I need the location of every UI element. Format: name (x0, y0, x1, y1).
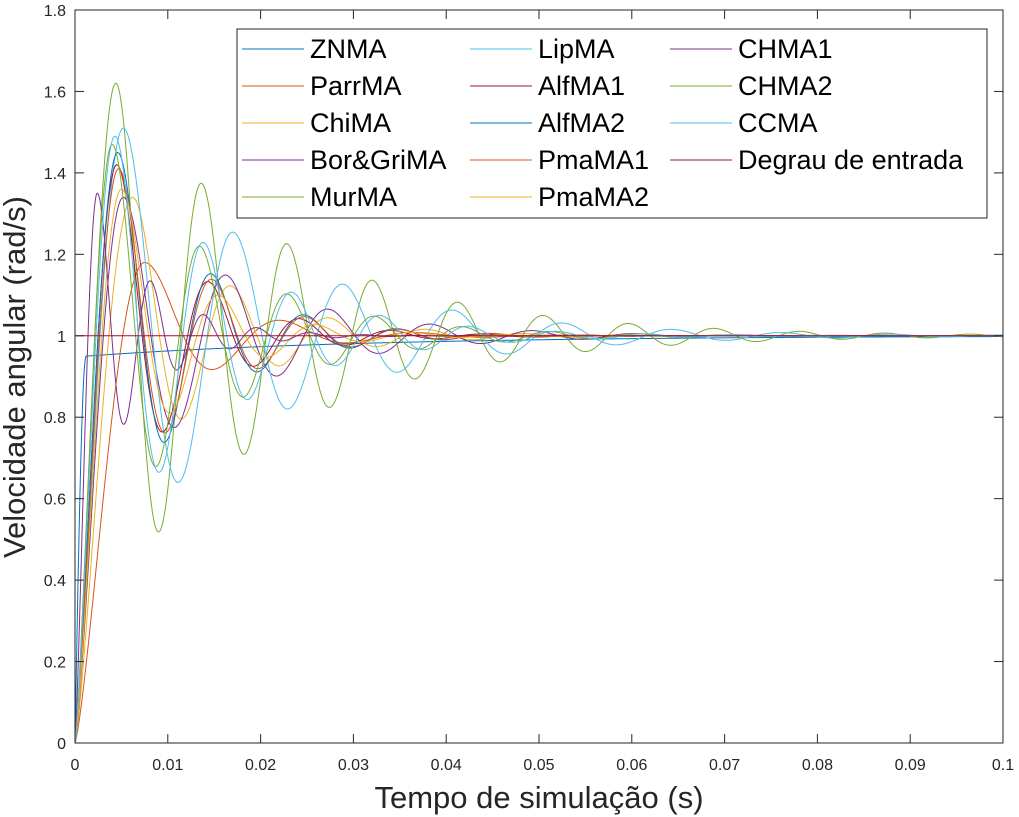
legend-entry-label: ChiMA (310, 108, 391, 138)
legend-entry-label: Degrau de entrada (738, 145, 964, 175)
legend-entry-label: CCMA (738, 108, 818, 138)
legend-entry-label: PmaMA1 (538, 145, 649, 175)
series-layer (74, 82, 1004, 744)
x-tick-label: 0.04 (431, 757, 462, 774)
x-tick-label: 0.02 (245, 757, 276, 774)
legend-items: ZNMA ParrMA ChiMA Bor&GriMA MurMA LipMA AlfMA1… (242, 34, 964, 212)
x-tick-label: 0.06 (616, 757, 647, 774)
legend-entry-label: AlfMA1 (538, 71, 625, 101)
tick-layer: 0 0.01 0.02 0.03 0.04 0.05 0.06 0.07 0.08 0.09 0.1… (44, 3, 1014, 774)
legend-entry-label: CHMA1 (738, 34, 833, 64)
x-tick-label: 0.1 (992, 757, 1014, 774)
series-line (74, 127, 1004, 744)
x-tick-label: 0.07 (709, 757, 740, 774)
x-tick-label: 0.09 (895, 757, 926, 774)
y-tick-label: 0.8 (44, 410, 66, 427)
legend-entry-label: ZNMA (310, 34, 387, 64)
legend-entry-label: CHMA2 (738, 71, 833, 101)
y-axis-label: Velocidade angular (rad/s) (0, 196, 32, 558)
x-tick-label: 0 (71, 757, 80, 774)
y-tick-label: 1.8 (44, 3, 66, 20)
legend-entry-label: PmaMA2 (538, 182, 649, 212)
x-tick-label: 0.03 (338, 757, 369, 774)
y-tick-label: 1.2 (44, 247, 66, 264)
legend-entry-label: LipMA (538, 34, 615, 64)
y-tick-label: 0.6 (44, 492, 66, 509)
y-tick-label: 0 (57, 736, 66, 753)
y-tick-label: 1.6 (44, 84, 66, 101)
legend-entry-label: ParrMA (310, 71, 402, 101)
y-tick-label: 0.2 (44, 655, 66, 672)
x-axis-label: Tempo de simulação (s) (374, 780, 703, 815)
legend-entry-label: AlfMA2 (538, 108, 625, 138)
x-tick-label: 0.05 (523, 757, 554, 774)
y-tick-label: 0.4 (44, 573, 66, 590)
legend-box (236, 28, 988, 219)
legend-entry-label: Bor&GriMA (310, 145, 447, 175)
x-tick-label: 0.08 (802, 757, 833, 774)
x-tick-label: 0.01 (152, 757, 183, 774)
legend: ZNMA ParrMA ChiMA Bor&GriMA MurMA LipMA AlfMA1… (236, 28, 988, 219)
series-line (74, 82, 1004, 744)
y-tick-label: 1.4 (44, 166, 66, 183)
y-tick-label: 1 (57, 329, 66, 346)
legend-entry-label: MurMA (310, 182, 397, 212)
